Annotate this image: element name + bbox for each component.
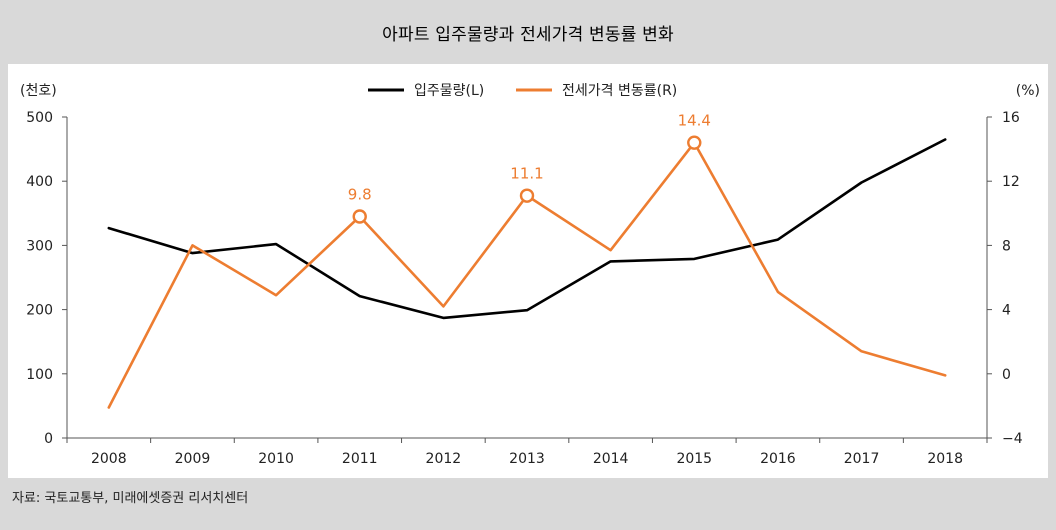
data-point-marker <box>352 209 367 224</box>
x-tick-label: 2013 <box>509 451 545 467</box>
chart-title: 아파트 입주물량과 전세가격 변동률 변화 <box>382 24 674 45</box>
data-label: 11.1 <box>510 165 543 183</box>
title-bar: 아파트 입주물량과 전세가격 변동률 변화 <box>0 0 1056 64</box>
x-tick-label: 2010 <box>258 451 294 467</box>
right-tick-label: 0 <box>1002 367 1011 383</box>
x-tick-label: 2017 <box>844 451 880 467</box>
x-tick-label: 2018 <box>927 451 963 467</box>
right-tick-label: 12 <box>1002 174 1020 190</box>
left-tick-label: 100 <box>26 367 53 383</box>
x-tick-label: 2009 <box>175 451 211 467</box>
legend-label: 입주물량(L) <box>414 83 484 99</box>
plot-area <box>8 64 1048 478</box>
x-tick-label: 2015 <box>676 451 712 467</box>
right-tick-label: 4 <box>1002 303 1011 319</box>
left-tick-label: 0 <box>44 431 53 447</box>
left-tick-label: 300 <box>26 238 53 254</box>
supply-series-line <box>107 138 947 320</box>
legend-label: 전세가격 변동률(R) <box>562 83 677 99</box>
left-tick-label: 500 <box>26 110 53 126</box>
x-tick-label: 2016 <box>760 451 796 467</box>
data-point-marker <box>519 188 535 203</box>
left-tick-label: 200 <box>26 303 53 319</box>
left-unit-label: (천호) <box>20 83 57 99</box>
right-tick-label: 8 <box>1002 238 1011 254</box>
x-tick-label: 2011 <box>342 451 378 467</box>
x-tick-label: 2012 <box>426 451 462 467</box>
left-tick-label: 400 <box>26 174 53 190</box>
x-tick-label: 2008 <box>91 451 127 467</box>
right-tick-label: −4 <box>1002 431 1023 447</box>
source-note: 자료: 국토교통부, 미래에셋증권 리서치센터 <box>12 491 249 506</box>
right-tick-label: 16 <box>1002 110 1020 126</box>
data-point-marker <box>687 135 702 150</box>
data-label: 14.4 <box>678 112 711 130</box>
right-unit-label: (%) <box>1016 83 1040 99</box>
data-label: 9.8 <box>348 186 372 204</box>
x-tick-label: 2014 <box>593 451 629 467</box>
